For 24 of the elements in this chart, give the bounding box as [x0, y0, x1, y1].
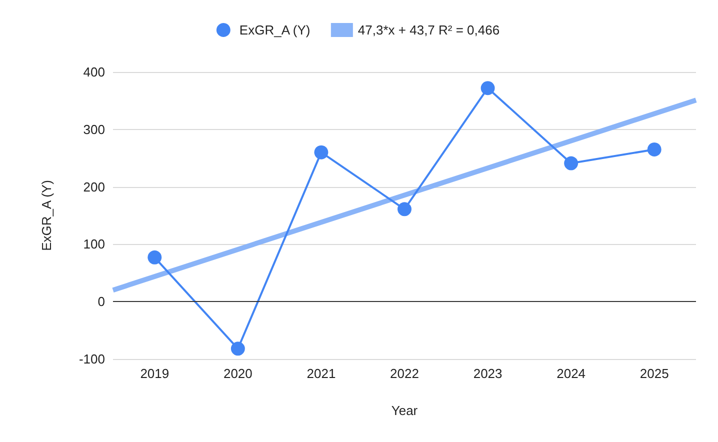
y-tick-label: -100: [78, 352, 105, 366]
point: [230, 342, 245, 356]
point: [148, 250, 162, 264]
y-tick-label: 100: [83, 236, 105, 252]
y-tick-label: 0: [98, 294, 105, 310]
point: [647, 142, 662, 156]
y-tick-label: 200: [83, 179, 105, 194]
x-tick-label: 2019: [140, 366, 170, 381]
legend-label: 47,3*x + 43,7 R² = 0,466: [358, 22, 500, 38]
point: [564, 156, 578, 170]
x-tick-label: 2021: [306, 366, 336, 381]
x-tick-label: 2025: [640, 366, 669, 381]
point: [314, 145, 328, 160]
legend-label: ExGR_A (Y): [239, 22, 310, 38]
y-tick-label: 300: [83, 122, 105, 137]
point: [398, 202, 412, 216]
x-axis-title: Year: [391, 403, 418, 418]
x-tick-label: 2020: [223, 366, 252, 381]
y-axis-title: ExGR_A (Y): [39, 180, 54, 251]
y-tick-label: 400: [83, 64, 105, 80]
x-tick-label: 2024: [556, 366, 586, 381]
point: [480, 81, 495, 96]
x-tick-label: 2022: [390, 366, 419, 381]
x-tick-label: 2023: [473, 366, 502, 381]
